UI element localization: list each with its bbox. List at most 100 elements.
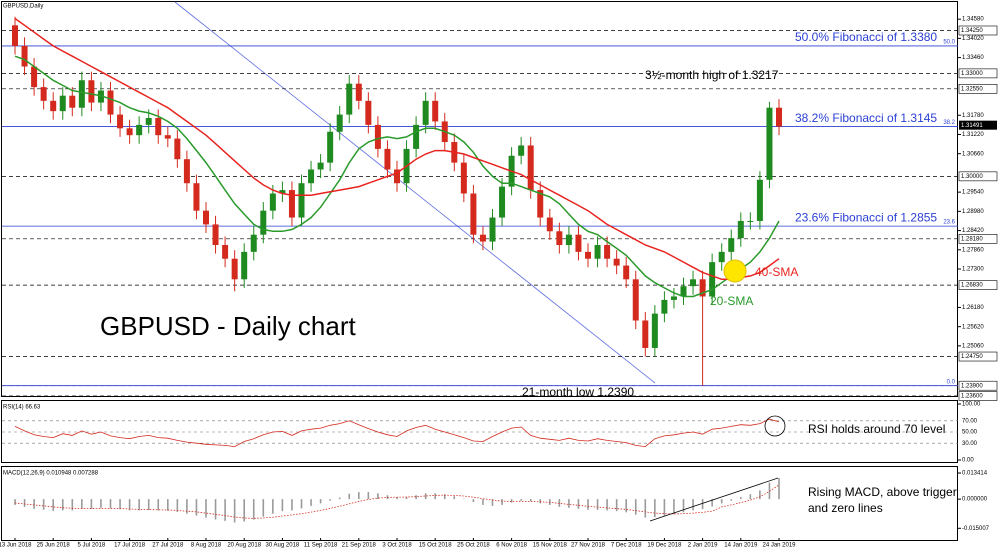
y-tick-label: 100.00	[962, 402, 981, 408]
candle-body	[78, 80, 85, 108]
rsi-panel-frame	[1, 400, 958, 463]
level-box	[958, 391, 998, 401]
candle-body	[575, 234, 582, 252]
candle-body	[327, 131, 334, 163]
macd-annotation: Rising MACD, above trigger	[808, 485, 957, 499]
level-box	[958, 84, 998, 94]
annotation: 3½-month high of 1.3217	[645, 68, 779, 82]
level-box	[958, 25, 998, 36]
candle-body	[365, 100, 372, 125]
candle-body	[737, 220, 744, 239]
rsi-annotation: RSI holds around 70 level	[808, 422, 945, 436]
candle-body	[250, 234, 257, 252]
y-tick-label: 0.000000	[962, 497, 988, 503]
x-tick-label: 17 Jul 2018	[114, 543, 146, 549]
candle-body	[613, 258, 620, 266]
level-box	[958, 380, 998, 391]
macd-panel-frame	[1, 466, 958, 541]
level-label: 1.28180	[961, 236, 983, 242]
candle-body	[59, 95, 66, 112]
y-tick-label: 1.34580	[962, 17, 984, 23]
candle-body	[269, 193, 276, 211]
sma-label: 40-SMA	[755, 265, 798, 279]
candle-body	[231, 258, 238, 280]
y-tick-label: 1.29540	[962, 190, 984, 196]
y-tick-label: 30.00	[962, 441, 978, 447]
y-tick-label: 1.28980	[962, 209, 984, 215]
candle-body	[317, 162, 324, 170]
x-tick-label: 11 Sep 2018	[304, 543, 338, 549]
candle-body	[460, 162, 467, 194]
candle-body	[518, 145, 525, 156]
candle-body	[709, 262, 716, 297]
y-tick-label: 1.25060	[962, 343, 984, 349]
candle-body	[222, 244, 229, 259]
candle-body	[241, 251, 248, 280]
candle-body	[422, 100, 429, 125]
x-tick-label: 24 Jan 2019	[762, 543, 796, 549]
level-label: 1.23900	[961, 383, 983, 389]
trendline	[174, 1, 656, 384]
candle-body	[432, 100, 439, 122]
candle-body	[126, 128, 133, 136]
candle-body	[470, 193, 477, 235]
y-tick-label: 1.31780	[962, 113, 984, 119]
candle-body	[288, 190, 295, 218]
candle-body	[489, 217, 496, 242]
y-tick-label: 1.28420	[962, 228, 984, 234]
y-tick-label: 1.33460	[962, 55, 984, 61]
candle-body	[145, 118, 152, 125]
x-tick-label: 27 Nov 2018	[571, 543, 606, 549]
level-box	[958, 68, 998, 79]
level-label: 1.24750	[961, 354, 983, 360]
sma-line	[14, 55, 780, 298]
candle-body	[117, 114, 124, 129]
candle-body	[499, 186, 506, 218]
current-price-box	[959, 120, 997, 130]
candle-body	[670, 296, 677, 300]
y-tick-label: 1.26180	[962, 305, 984, 311]
candle-body	[546, 217, 553, 232]
candle-body	[174, 138, 181, 160]
candle-body	[699, 279, 706, 297]
candle-body	[298, 183, 305, 218]
x-tick-label: 21 Sep 2018	[342, 543, 377, 549]
y-tick-label: 1.25620	[962, 324, 984, 330]
candle-body	[642, 320, 649, 348]
candle-body	[394, 169, 400, 184]
candle-body	[565, 234, 572, 245]
current-price-label: 1.31491	[961, 123, 983, 129]
x-tick-label: 19 Dec 2018	[647, 543, 682, 549]
symbol-label: GBPUSD,Daily	[3, 4, 43, 10]
x-tick-label: 27 Jul 2018	[152, 543, 184, 549]
sma-label: 20-SMA	[710, 294, 753, 308]
x-tick-label: 2 Jan 2019	[688, 543, 718, 549]
level-label: 1.32550	[961, 86, 983, 92]
price-panel-frame	[1, 1, 958, 397]
candle-body	[346, 83, 353, 115]
y-tick-label: 0.00	[962, 458, 974, 464]
y-tick-label: 1.31220	[962, 132, 984, 138]
x-tick-label: 30 Aug 2018	[266, 543, 300, 549]
y-tick-label: -0.015007	[962, 526, 990, 532]
candle-body	[527, 145, 534, 191]
level-label: 1.33000	[961, 71, 983, 77]
x-tick-label: 25 Oct 2018	[457, 543, 490, 549]
x-tick-label: 20 Aug 2018	[227, 543, 261, 549]
candle-body	[623, 265, 630, 280]
x-tick-label: 25 Jun 2018	[37, 543, 71, 549]
candle-body	[31, 66, 38, 88]
x-tick-label: 7 Dec 2018	[611, 543, 642, 549]
fib-ratio: 23.6	[943, 220, 955, 226]
macd-header: MACD(12,26,9) 0.010948 0.007288	[3, 471, 99, 477]
candle-body	[747, 220, 754, 222]
candle-body	[479, 234, 486, 242]
level-label: 1.30000	[961, 174, 983, 180]
annotation: 21-month low 1.2390	[522, 385, 634, 399]
candle-body	[766, 107, 773, 180]
candle-body	[40, 87, 47, 101]
candle-body	[718, 251, 725, 263]
candle-body	[21, 45, 28, 67]
candle-body	[50, 100, 57, 112]
